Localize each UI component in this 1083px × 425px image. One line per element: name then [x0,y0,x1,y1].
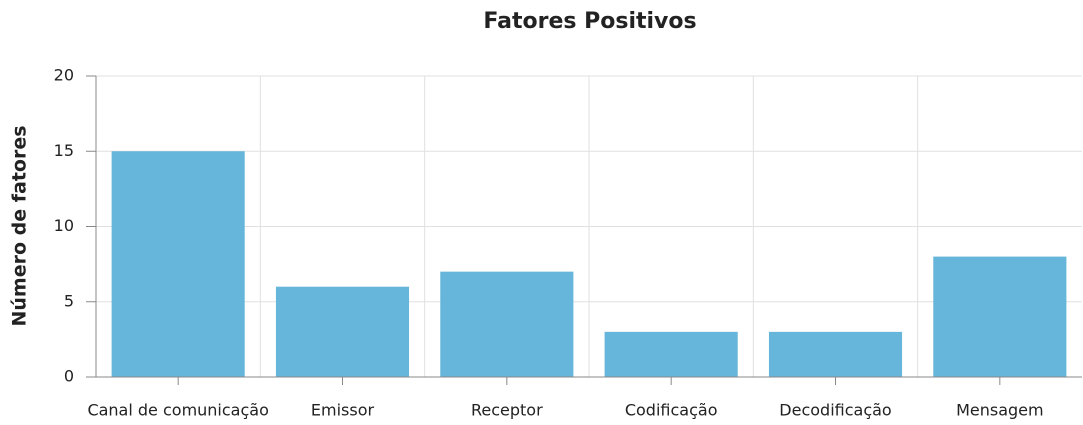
y-tick-label: 15 [54,141,74,160]
x-tick-label: Canal de comunicação [87,401,268,420]
y-tick-label: 10 [54,216,74,235]
bar [604,331,738,377]
x-tick-label: Emissor [311,401,375,420]
x-tick-label: Mensagem [956,401,1044,420]
bar [275,286,410,377]
y-tick-label: 5 [64,291,74,310]
x-tick-label: Decodificação [779,401,891,420]
x-tick-label: Receptor [471,401,543,420]
bar [768,331,903,377]
chart-title: Fatores Positivos [483,9,696,34]
bar [111,151,245,377]
y-tick-label: 0 [64,367,74,386]
bar [440,271,574,377]
y-axis-label: Número de fatores [9,125,31,326]
y-tick-label: 20 [54,66,74,85]
bar [933,256,1067,377]
x-tick-label: Codificação [625,401,718,420]
